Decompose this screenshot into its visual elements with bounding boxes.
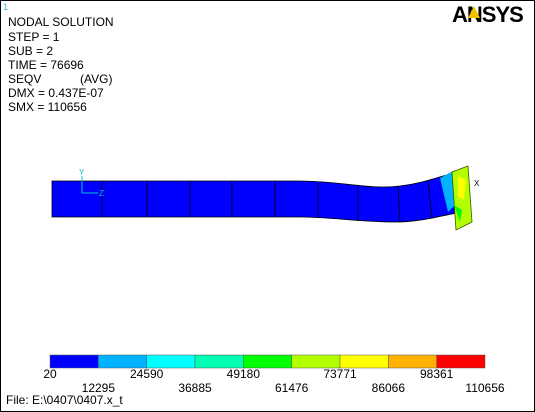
mesh-lines [101,179,433,223]
legend-label: 110656 [465,381,504,395]
info-line: TIME = 76696 [8,58,84,72]
window-number: 1 [3,2,8,12]
extreme-line: SMX = 110656 [8,100,87,114]
legend-label: 98361 [420,367,454,381]
legend-swatch [49,354,99,369]
info-line: STEP = 1 [8,30,60,44]
triad-label: Z [99,189,104,198]
legend-label: 12295 [82,381,116,395]
triad-label: X [474,179,480,188]
ansys-logo: ANSYS [452,2,523,27]
extreme-line: DMX = 0.437E-07 [8,86,104,100]
logo-accent [468,6,480,18]
legend: 20 12295 24590 36885 49180 61476 73771 86066 983… [43,354,505,395]
info-line: NODAL SOLUTION [8,15,114,29]
legend-label: 73771 [323,367,357,381]
legend-swatch [436,354,486,369]
result-label: SEQV [8,72,41,86]
legend-label: 61476 [275,381,309,395]
legend-label: 86066 [372,381,406,395]
stress-region [458,176,466,200]
legend-label: 36885 [178,381,212,395]
file-label: File: E:\0407\0407.x_t [6,393,123,407]
info-line: SUB = 2 [8,44,53,58]
triad-label: Y [79,168,85,177]
triad [81,176,98,194]
legend-label: 24590 [130,367,164,381]
legend-label: 49180 [227,367,261,381]
stress-region [454,205,462,222]
result-mode: (AVG) [80,72,112,86]
legend-label: 20 [43,367,57,381]
